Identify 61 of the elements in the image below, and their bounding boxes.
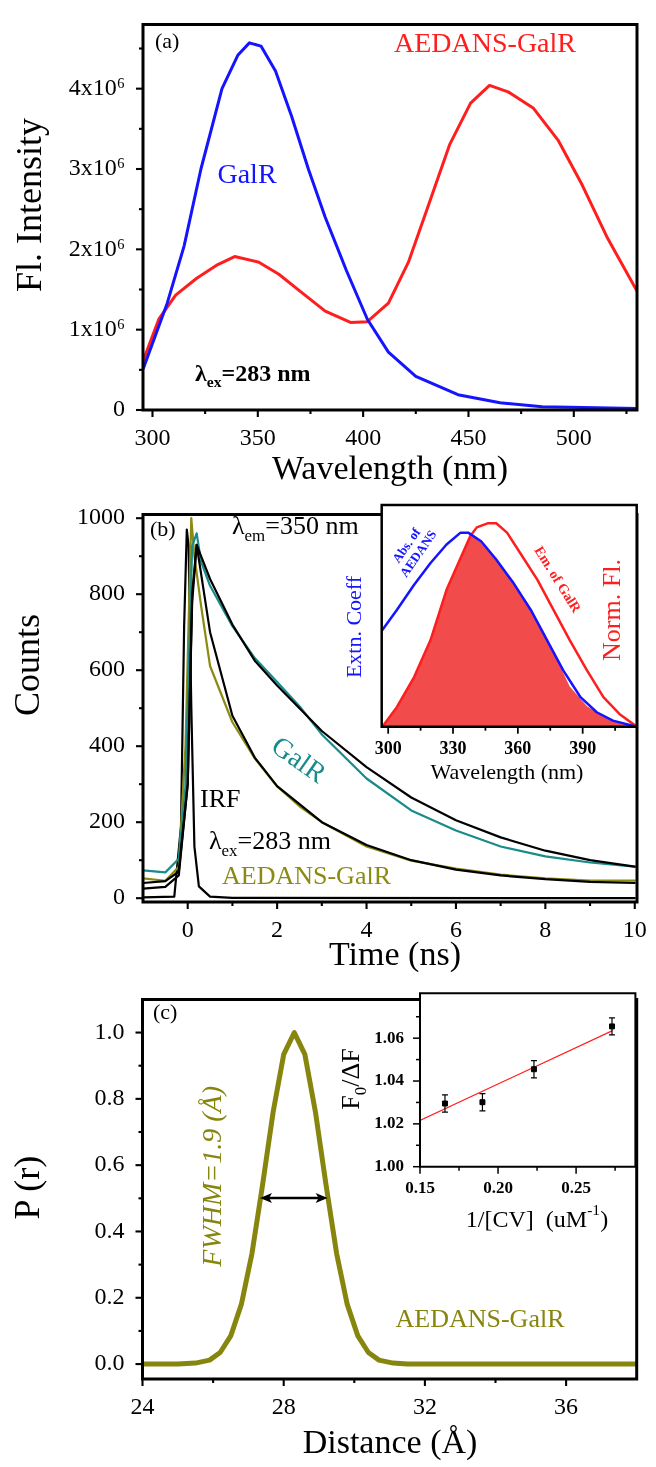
y-tick-label: 0.6 — [94, 1150, 125, 1177]
series-label: AEDANS-GalR — [395, 1303, 566, 1333]
y-tick-label: 0.8 — [94, 1084, 125, 1111]
x-tick-label: 0 — [181, 915, 194, 942]
y-tick-label: 0.0 — [94, 1349, 125, 1376]
y-axis-title: P (r) — [7, 1155, 48, 1220]
x-tick-label: 0.25 — [561, 1178, 591, 1198]
y-tick-label: 2x10⁶ — [68, 234, 125, 261]
y-tick-label: 800 — [89, 579, 125, 606]
y-tick-label: 1.0 — [94, 1017, 125, 1044]
x-tick-label: 32 — [412, 1392, 437, 1419]
y-tick-label: 600 — [89, 655, 125, 682]
annotation: (b) — [150, 515, 176, 541]
series-label: IRF — [200, 783, 241, 813]
y-tick-label: 0.2 — [94, 1283, 125, 1310]
series-label: AEDANS-GalR — [222, 860, 392, 890]
y-tick-label: 4x10⁶ — [68, 73, 125, 100]
y-tick-label: 1.00 — [374, 1156, 404, 1176]
x-tick-label: 300 — [134, 423, 171, 450]
x-tick-label: 330 — [439, 738, 467, 759]
annotation: FWHM=1.9 (Å) — [195, 1086, 227, 1268]
x-tick-label: 36 — [554, 1392, 579, 1419]
y-tick-label: 1000 — [77, 503, 125, 530]
x-tick-label: 0.20 — [483, 1178, 513, 1198]
y-axis-title: Fl. Intensity — [9, 117, 50, 292]
x-tick-label: 400 — [345, 423, 382, 450]
x-tick-label: 24 — [130, 1392, 155, 1419]
y-axis-title: Extn. Coeff — [340, 575, 366, 679]
y-tick-label: 3x10⁶ — [68, 154, 125, 181]
x-tick-label: 500 — [555, 423, 592, 450]
y-tick-label: 1x10⁶ — [68, 314, 125, 341]
y-tick-label: 0.4 — [94, 1216, 125, 1243]
x-tick-label: 300 — [374, 738, 402, 759]
y2-axis-title: Norm. Fl. — [596, 559, 626, 661]
x-tick-label: 2 — [271, 915, 284, 942]
x-tick-label: 28 — [271, 1392, 296, 1419]
y-tick-label: 200 — [89, 807, 125, 834]
x-axis-title: Distance (Å) — [302, 1422, 478, 1461]
x-tick-label: 450 — [450, 423, 487, 450]
y-tick-label: 1.06 — [374, 1027, 404, 1047]
series-label: GalR — [217, 158, 277, 190]
series-label: AEDANS-GalR — [394, 27, 577, 59]
annotation: (a) — [155, 27, 180, 53]
y-tick-label: 1.04 — [374, 1070, 405, 1090]
x-tick-label: 0.15 — [405, 1178, 435, 1198]
x-tick-label: 390 — [569, 738, 597, 759]
x-axis-title: Wavelength (nm) — [271, 448, 509, 487]
x-tick-label: 8 — [539, 915, 552, 942]
y-tick-label: 0 — [113, 883, 125, 910]
y-axis-title: Counts — [7, 613, 48, 717]
x-tick-label: 360 — [504, 738, 532, 759]
y-tick-label: 0 — [113, 395, 125, 422]
point — [479, 1099, 486, 1106]
x-tick-label: 10 — [622, 915, 647, 942]
x-tick-label: 350 — [239, 423, 276, 450]
x-tick-label: 4 — [360, 915, 373, 942]
x-axis-title: Wavelength (nm) — [430, 758, 584, 784]
y-axis-title: F0/ΔF — [335, 1048, 370, 1110]
text: GalR — [266, 729, 333, 790]
y-tick-label: 1.02 — [374, 1113, 404, 1133]
annotation: (c) — [153, 998, 178, 1024]
